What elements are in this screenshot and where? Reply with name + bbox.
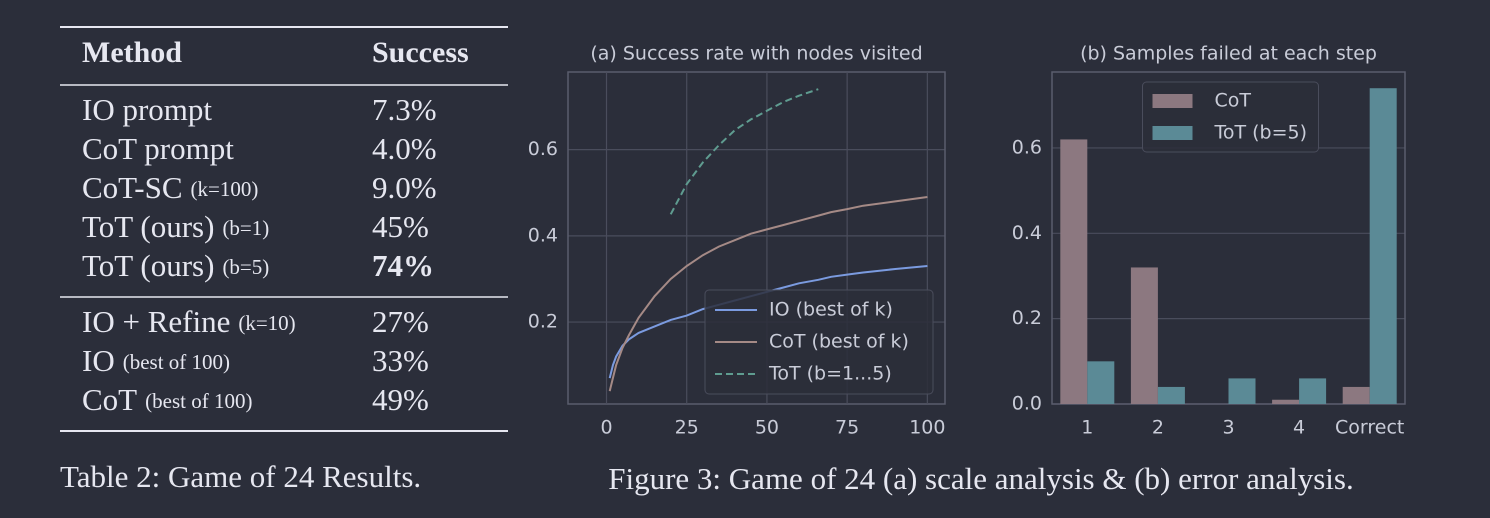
line-series bbox=[608, 196, 928, 392]
x-tick-label: 2 bbox=[1152, 417, 1164, 439]
table-cell: 4.0% bbox=[372, 131, 437, 166]
y-tick-label: 0.6 bbox=[1012, 136, 1042, 158]
table-header: Method bbox=[82, 36, 182, 69]
x-tick-label: 1 bbox=[1081, 417, 1093, 439]
method-note: (best of 100) bbox=[123, 350, 230, 374]
legend-label: IO (best of k) bbox=[769, 299, 893, 321]
bar bbox=[1060, 139, 1088, 404]
bar bbox=[1130, 267, 1158, 404]
table-caption: Table 2: Game of 24 Results. bbox=[60, 459, 421, 494]
method-note: (best of 100) bbox=[145, 389, 252, 413]
bar bbox=[1342, 386, 1370, 404]
x-tick-label: Correct bbox=[1335, 417, 1404, 439]
y-tick-label: 0.2 bbox=[1012, 307, 1042, 329]
method: ToT (ours) bbox=[82, 248, 214, 283]
chart-title: (b) Samples failed at each step bbox=[1080, 43, 1377, 65]
table-cell: IO + Refine (k=10) bbox=[82, 304, 296, 339]
table-cell: 33% bbox=[372, 343, 429, 378]
method: ToT (ours) bbox=[82, 209, 214, 244]
table-cell: 7.3% bbox=[372, 92, 437, 127]
table-cell: CoT prompt bbox=[82, 131, 234, 166]
table-cell: ToT (ours) (b=5) bbox=[82, 248, 269, 283]
table-cell: 45% bbox=[372, 209, 429, 244]
legend-swatch bbox=[1152, 126, 1193, 140]
x-tick-label: 25 bbox=[675, 417, 699, 439]
legend-label: CoT bbox=[1215, 90, 1252, 112]
x-tick-label: 100 bbox=[909, 417, 945, 439]
table-cell: CoT-SC (k=100) bbox=[82, 170, 258, 205]
method-note: (k=10) bbox=[238, 311, 295, 335]
x-tick-label: 75 bbox=[835, 417, 859, 439]
method: CoT-SC bbox=[82, 170, 183, 205]
method: IO prompt bbox=[82, 92, 212, 127]
line-series bbox=[669, 88, 819, 215]
bar bbox=[1087, 361, 1115, 404]
method-note: (b=1) bbox=[222, 216, 269, 240]
legend-label: CoT (best of k) bbox=[769, 331, 909, 353]
y-tick-label: 0.6 bbox=[528, 138, 558, 160]
legend-swatch bbox=[1152, 94, 1193, 108]
table-cell: ToT (ours) (b=1) bbox=[82, 209, 269, 244]
plot-frame bbox=[567, 71, 946, 405]
bar bbox=[1157, 386, 1185, 404]
x-tick-label: 4 bbox=[1293, 417, 1305, 439]
table-cell: IO prompt bbox=[82, 92, 212, 127]
method: IO bbox=[82, 343, 115, 378]
figure-caption: Figure 3: Game of 24 (a) scale analysis … bbox=[608, 461, 1353, 496]
table-cell: 9.0% bbox=[372, 170, 437, 205]
bar bbox=[1369, 88, 1397, 404]
table-header: Success bbox=[372, 36, 469, 69]
chart-title: (a) Success rate with nodes visited bbox=[590, 43, 922, 65]
method-note: (b=5) bbox=[222, 255, 269, 279]
method: CoT bbox=[82, 382, 137, 417]
y-tick-label: 0.4 bbox=[528, 224, 558, 246]
x-tick-label: 0 bbox=[600, 417, 612, 439]
legend-box bbox=[704, 289, 934, 395]
bar bbox=[1299, 378, 1327, 404]
table-cell: 74% bbox=[372, 248, 434, 283]
method: IO + Refine bbox=[82, 304, 230, 339]
bar bbox=[1272, 399, 1300, 404]
y-tick-label: 0.2 bbox=[528, 311, 558, 333]
table-cell: 27% bbox=[372, 304, 429, 339]
table-cell: 49% bbox=[372, 382, 429, 417]
method-note: (k=100) bbox=[191, 177, 259, 201]
bar bbox=[1228, 378, 1256, 404]
x-tick-label: 3 bbox=[1222, 417, 1234, 439]
table-cell: IO (best of 100) bbox=[82, 343, 230, 378]
y-tick-label: 0.4 bbox=[1012, 222, 1042, 244]
table-cell: CoT (best of 100) bbox=[82, 382, 252, 417]
legend-label: ToT (b=5) bbox=[1214, 122, 1308, 144]
y-tick-label: 0.0 bbox=[1012, 393, 1042, 415]
legend-label: ToT (b=1...5) bbox=[768, 363, 892, 385]
x-tick-label: 50 bbox=[755, 417, 779, 439]
method: CoT prompt bbox=[82, 131, 234, 166]
